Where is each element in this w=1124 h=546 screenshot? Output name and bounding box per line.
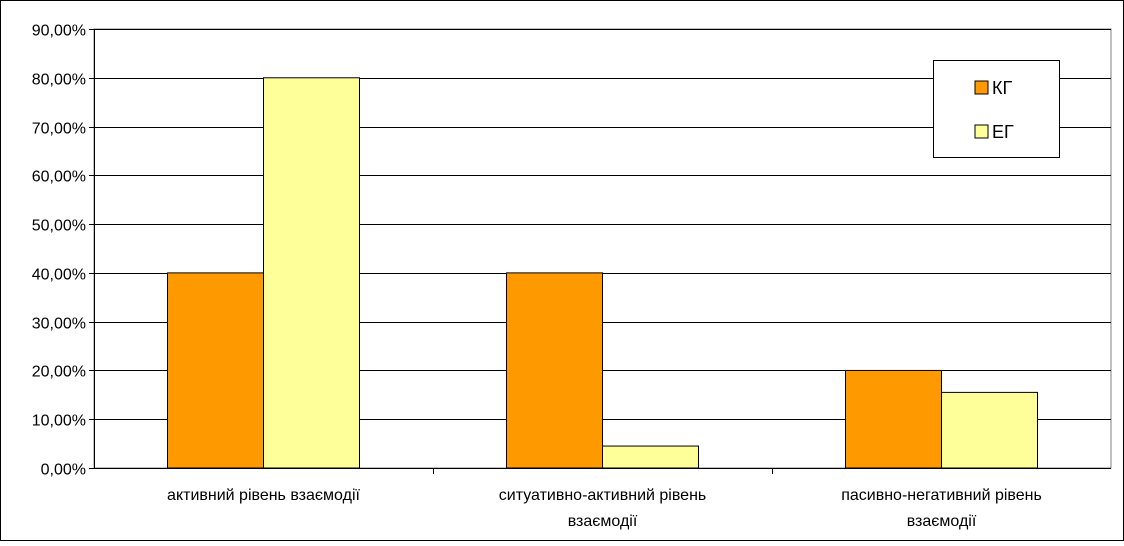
bars [167, 77, 1038, 469]
bar-kg [167, 272, 264, 469]
y-tick-label: 90,00% [32, 23, 86, 40]
y-tick-label: 40,00% [32, 267, 86, 284]
bar-kg [845, 369, 942, 469]
x-category-label: пасивно-негативний рівень взаємодії [841, 487, 1042, 530]
axes: 0,00% 10,00% 20,00% 30,00% 40,00% 50,00% 60,00… [32, 23, 1111, 530]
bar-eg [263, 77, 360, 469]
y-tick-label: 0,00% [41, 462, 86, 479]
y-tick-label: 60,00% [32, 169, 86, 186]
x-category-label: ситуативно-активний рівень взаємодії [499, 487, 706, 530]
legend-label: КГ [992, 78, 1012, 98]
legend-swatch [974, 124, 989, 139]
bar-kg [506, 272, 603, 469]
y-tick-label: 30,00% [32, 316, 86, 333]
bar-eg [602, 445, 699, 469]
y-tick-label: 10,00% [32, 413, 86, 430]
y-tick-label: 80,00% [32, 72, 86, 89]
legend-label: ЕГ [992, 122, 1014, 142]
legend: КГ ЕГ [933, 60, 1060, 158]
y-tick-label: 20,00% [32, 364, 86, 381]
y-tick-label: 50,00% [32, 218, 86, 235]
legend-swatch [974, 80, 989, 95]
x-category-label: активний рівень взаємодії [167, 487, 360, 504]
bar-eg [941, 391, 1038, 469]
y-tick-label: 70,00% [32, 121, 86, 138]
legend-box [933, 60, 1060, 158]
